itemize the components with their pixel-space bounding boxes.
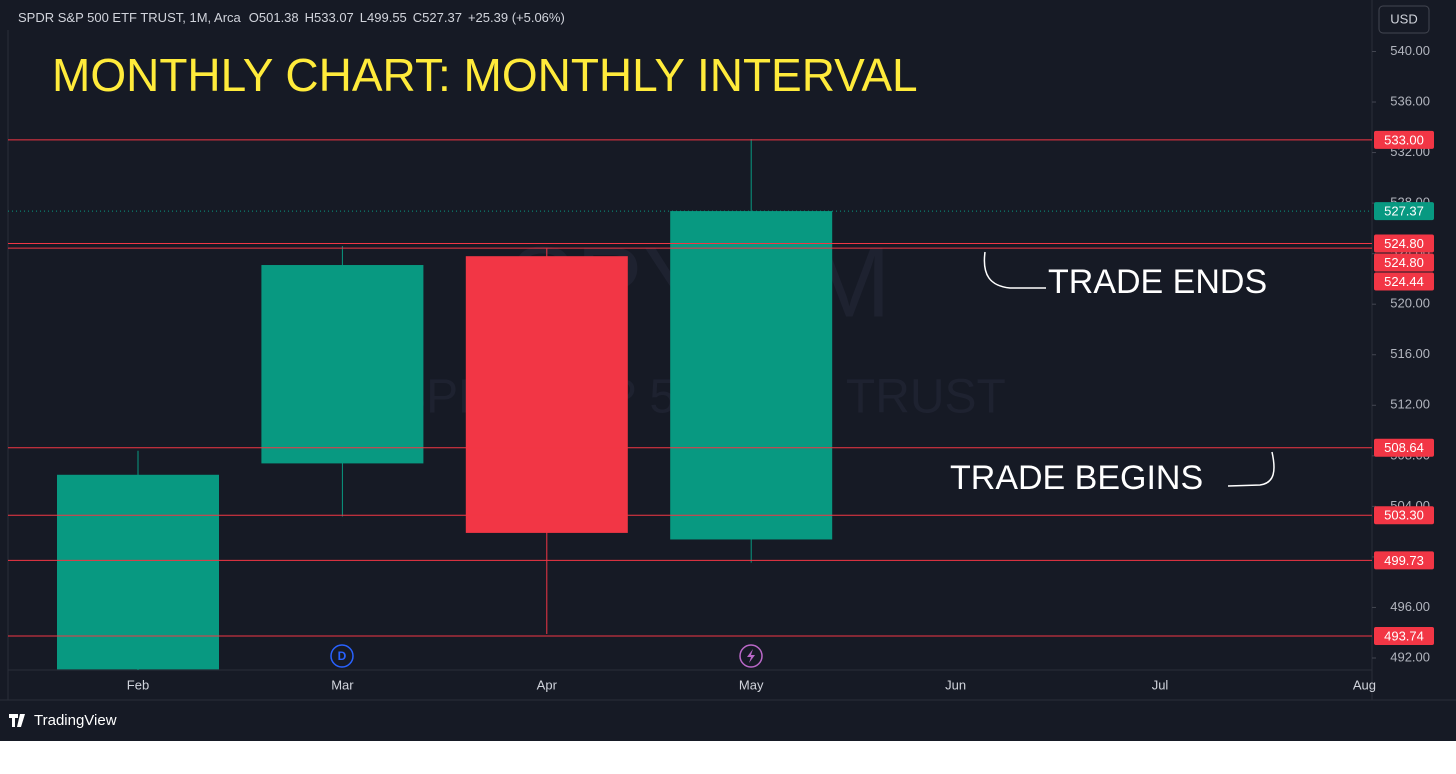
- annotation: TRADE BEGINS: [950, 459, 1203, 497]
- price-label: 527.37: [1384, 204, 1424, 219]
- event-icon-bolt: [747, 649, 755, 663]
- annotation: TRADE ENDS: [1048, 263, 1267, 301]
- price-label-bg: [1374, 627, 1434, 646]
- y-tick-label: 496.00: [1390, 599, 1430, 614]
- price-label: 524.44: [1384, 274, 1424, 289]
- price-label-bg: [1374, 438, 1434, 457]
- price-label-bg: [1374, 253, 1434, 272]
- y-tick-label: 516.00: [1390, 346, 1430, 361]
- price-label: 508.64: [1384, 440, 1424, 455]
- candle-body: [57, 474, 219, 670]
- price-label-bg: [1374, 202, 1434, 221]
- candle-body: [670, 211, 833, 540]
- plot: [57, 139, 833, 670]
- candle-body: [465, 256, 628, 533]
- price-label: 524.80: [1384, 236, 1424, 251]
- dividend-icon-letter: D: [338, 649, 347, 663]
- event-icon[interactable]: [739, 644, 763, 668]
- y-tick-label: 536.00: [1390, 93, 1430, 108]
- symbol: SPDR S&P 500 ETF TRUST, 1M, Arca: [18, 10, 242, 25]
- x-tick-label: Jul: [1152, 677, 1169, 692]
- low: L499.55: [360, 10, 407, 25]
- x-tick-label: Apr: [537, 677, 558, 692]
- x-tick-label: Mar: [331, 677, 354, 692]
- candle-body: [261, 265, 424, 464]
- header: SPDR S&P 500 ETF TRUST, 1M, Arca O501.38 H…: [18, 10, 565, 25]
- y-tick-label: 492.00: [1390, 649, 1430, 664]
- change: +25.39 (+5.06%): [468, 10, 565, 25]
- arrow: [983, 251, 1046, 289]
- price-label-bg: [1374, 234, 1434, 253]
- logo: [9, 714, 25, 727]
- dividend-icon[interactable]: [330, 644, 354, 668]
- y-tick-label: 512.00: [1390, 397, 1430, 412]
- price-label-bg: [1374, 272, 1434, 291]
- price-label: 533.00: [1384, 132, 1424, 147]
- currency[interactable]: USD: [1390, 11, 1417, 26]
- brand: TradingView: [34, 712, 117, 729]
- x-tick-label: Aug: [1353, 677, 1376, 692]
- x-tick-label: Jun: [945, 677, 966, 692]
- price-label: 499.73: [1384, 553, 1424, 568]
- price-label: 493.74: [1384, 628, 1424, 643]
- currency-button[interactable]: [1378, 5, 1430, 34]
- price-label: 503.30: [1384, 508, 1424, 523]
- open: O501.38: [249, 10, 299, 25]
- price-label-bg: [1374, 506, 1434, 525]
- price-label-bg: [1374, 130, 1434, 149]
- x-tick-label: May: [739, 677, 764, 692]
- price-label: 524.80: [1384, 255, 1424, 270]
- x-tick-label: Feb: [127, 677, 149, 692]
- arrow: [1227, 451, 1275, 487]
- y-tick-label: 520.00: [1390, 296, 1430, 311]
- y-tick-label: 540.00: [1390, 43, 1430, 58]
- close: C527.37: [413, 10, 462, 25]
- price-label-bg: [1374, 551, 1434, 570]
- chart-title: MONTHLY CHART: MONTHLY INTERVAL: [52, 49, 918, 101]
- high: H533.07: [305, 10, 354, 25]
